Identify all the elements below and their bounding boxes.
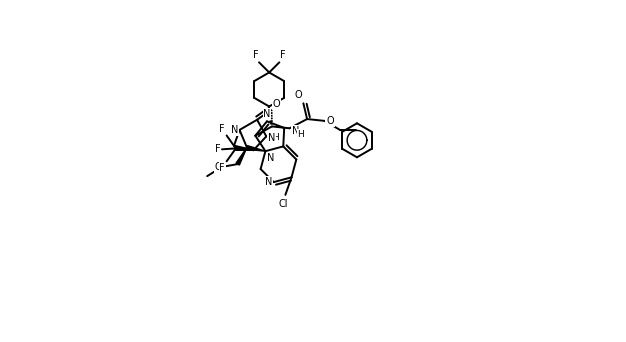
Text: H: H	[272, 133, 279, 142]
Text: F: F	[280, 50, 285, 60]
Text: Cl: Cl	[279, 199, 288, 209]
Text: F: F	[253, 50, 259, 60]
Text: H: H	[297, 130, 304, 139]
Text: O: O	[214, 162, 222, 172]
Text: N: N	[267, 154, 274, 163]
Text: F: F	[220, 163, 225, 173]
Text: N: N	[292, 126, 299, 136]
Text: O: O	[326, 116, 334, 126]
Text: N: N	[264, 109, 270, 119]
Text: F: F	[215, 144, 220, 154]
Text: O: O	[272, 99, 280, 109]
Text: N: N	[265, 177, 272, 187]
Polygon shape	[235, 146, 254, 150]
Polygon shape	[236, 147, 247, 165]
Text: N: N	[268, 133, 275, 143]
Text: F: F	[220, 124, 225, 134]
Text: O: O	[294, 90, 302, 100]
Text: N: N	[230, 125, 238, 135]
Polygon shape	[247, 146, 265, 151]
